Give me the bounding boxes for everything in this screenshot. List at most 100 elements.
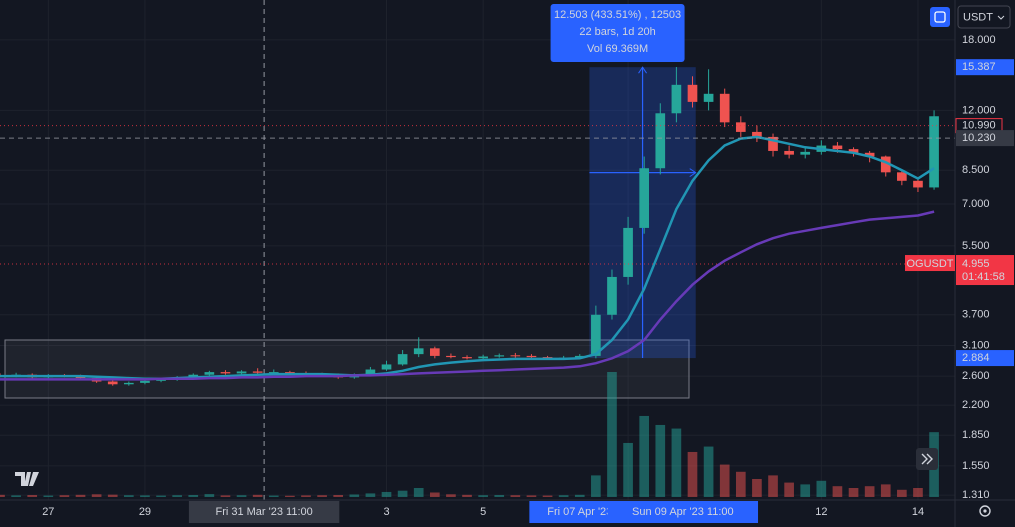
y-tick-label: 2.200 (962, 399, 990, 411)
settings-icon[interactable] (979, 505, 991, 517)
candle-body (526, 355, 537, 358)
volume-bar (913, 487, 923, 497)
candle-body (285, 372, 295, 374)
volume-bar (446, 494, 456, 497)
settings[interactable] (979, 505, 991, 517)
candle-body (124, 382, 134, 385)
volume-bar (784, 482, 794, 497)
candle-body (397, 354, 408, 365)
price-label: 4.955 (962, 258, 990, 270)
volume-bar (800, 484, 811, 497)
price-label: 2.884 (962, 352, 990, 364)
moving-average (0, 210, 935, 381)
volume-bar (252, 494, 263, 497)
candle-body (719, 93, 730, 123)
candle-body (832, 145, 843, 150)
currency-box[interactable] (957, 5, 1011, 29)
volume-bar (285, 495, 295, 497)
candle-body (429, 348, 440, 356)
volume-bar (204, 494, 215, 497)
price-label-bg (956, 59, 1014, 76)
x-tick-label: 29 (139, 506, 151, 518)
measure-arrowhead (638, 66, 647, 74)
symbol-label: OGUSDT (906, 258, 953, 270)
logo (15, 472, 39, 486)
volume-bar (349, 494, 360, 497)
volume-bar (897, 489, 907, 497)
volume-bar (236, 495, 247, 497)
volume-bar (43, 495, 54, 497)
auto-button[interactable] (930, 7, 950, 27)
scroll-icon[interactable] (921, 453, 933, 465)
volume-bar (0, 494, 5, 497)
y-tick-label: 3.700 (962, 309, 990, 321)
candle-body (639, 168, 650, 228)
symbol-label-bg (905, 255, 955, 272)
x-tick-label: Sun 09 Apr '23 11:00 (632, 506, 734, 518)
candle-body (735, 122, 746, 132)
candle-body (381, 364, 392, 370)
y-tick-label: 1.550 (962, 460, 990, 472)
candle-body (478, 356, 488, 359)
countdown-label: 01:41:58 (962, 271, 1005, 283)
volume-bar (639, 415, 650, 497)
candle-body (574, 355, 585, 358)
volume-bar (478, 495, 488, 497)
volume-bar (397, 490, 408, 497)
volume-bar (59, 495, 70, 497)
candle-body (607, 276, 617, 315)
volume-bar (27, 495, 38, 497)
volume-bar (864, 486, 875, 497)
grid (0, 0, 955, 500)
x-tick-highlight (529, 501, 631, 523)
candle-body (752, 131, 762, 137)
volume-bar (623, 442, 633, 497)
volume-bar (542, 495, 553, 497)
measure-tooltip-line: 12.503 (433.51%) , 12503 (554, 9, 681, 21)
price-label-bg (956, 130, 1014, 147)
candle-body (236, 371, 247, 374)
volume-bar (462, 494, 472, 497)
volume-bar (703, 446, 714, 497)
volume-bar (365, 493, 376, 497)
volume-bar (91, 494, 102, 497)
auto-icon[interactable] (934, 11, 946, 23)
candle-body (252, 371, 263, 373)
candle-body (220, 372, 231, 374)
candle-body (784, 150, 794, 155)
candle-body (929, 116, 939, 188)
candle-body (864, 152, 875, 157)
candle-body (268, 372, 279, 374)
candle-body (413, 348, 424, 355)
volume-bar (848, 487, 859, 497)
axes: 18.000 12.000 8.500 7.000 5.500 3.700 3.100 2.6… (42, 34, 1014, 523)
candle-body (913, 180, 923, 188)
x-tick-label: 27 (42, 506, 54, 518)
volume-bar (381, 491, 392, 497)
candle-body (880, 156, 891, 173)
y-tick-label: 3.100 (962, 339, 990, 351)
candle-body (462, 357, 472, 359)
currency-label[interactable]: USDT (963, 11, 993, 23)
currency-select[interactable]: USDT (957, 5, 1011, 29)
y-tick-label: 12.000 (962, 104, 996, 116)
volume-bar (655, 424, 666, 497)
settings-dot[interactable] (983, 509, 987, 513)
auto-button-bg[interactable] (930, 7, 950, 27)
volume-bar (768, 475, 778, 497)
volume-bar (268, 495, 279, 497)
candle-body (623, 227, 633, 277)
volume-bar (124, 495, 134, 497)
candle-body (188, 374, 199, 378)
candle-body (494, 355, 505, 357)
volume-bar (526, 495, 537, 497)
price-label: 10.230 (962, 132, 996, 144)
volume-bar (510, 495, 521, 497)
y-tick-label: 7.000 (962, 198, 990, 210)
scroll-button[interactable] (916, 448, 938, 470)
price-label: 10.990 (962, 120, 996, 132)
candle-body (800, 151, 811, 155)
volume-bar (301, 495, 311, 497)
chevron[interactable] (997, 15, 1005, 20)
x-tick-label: 12 (815, 506, 827, 518)
